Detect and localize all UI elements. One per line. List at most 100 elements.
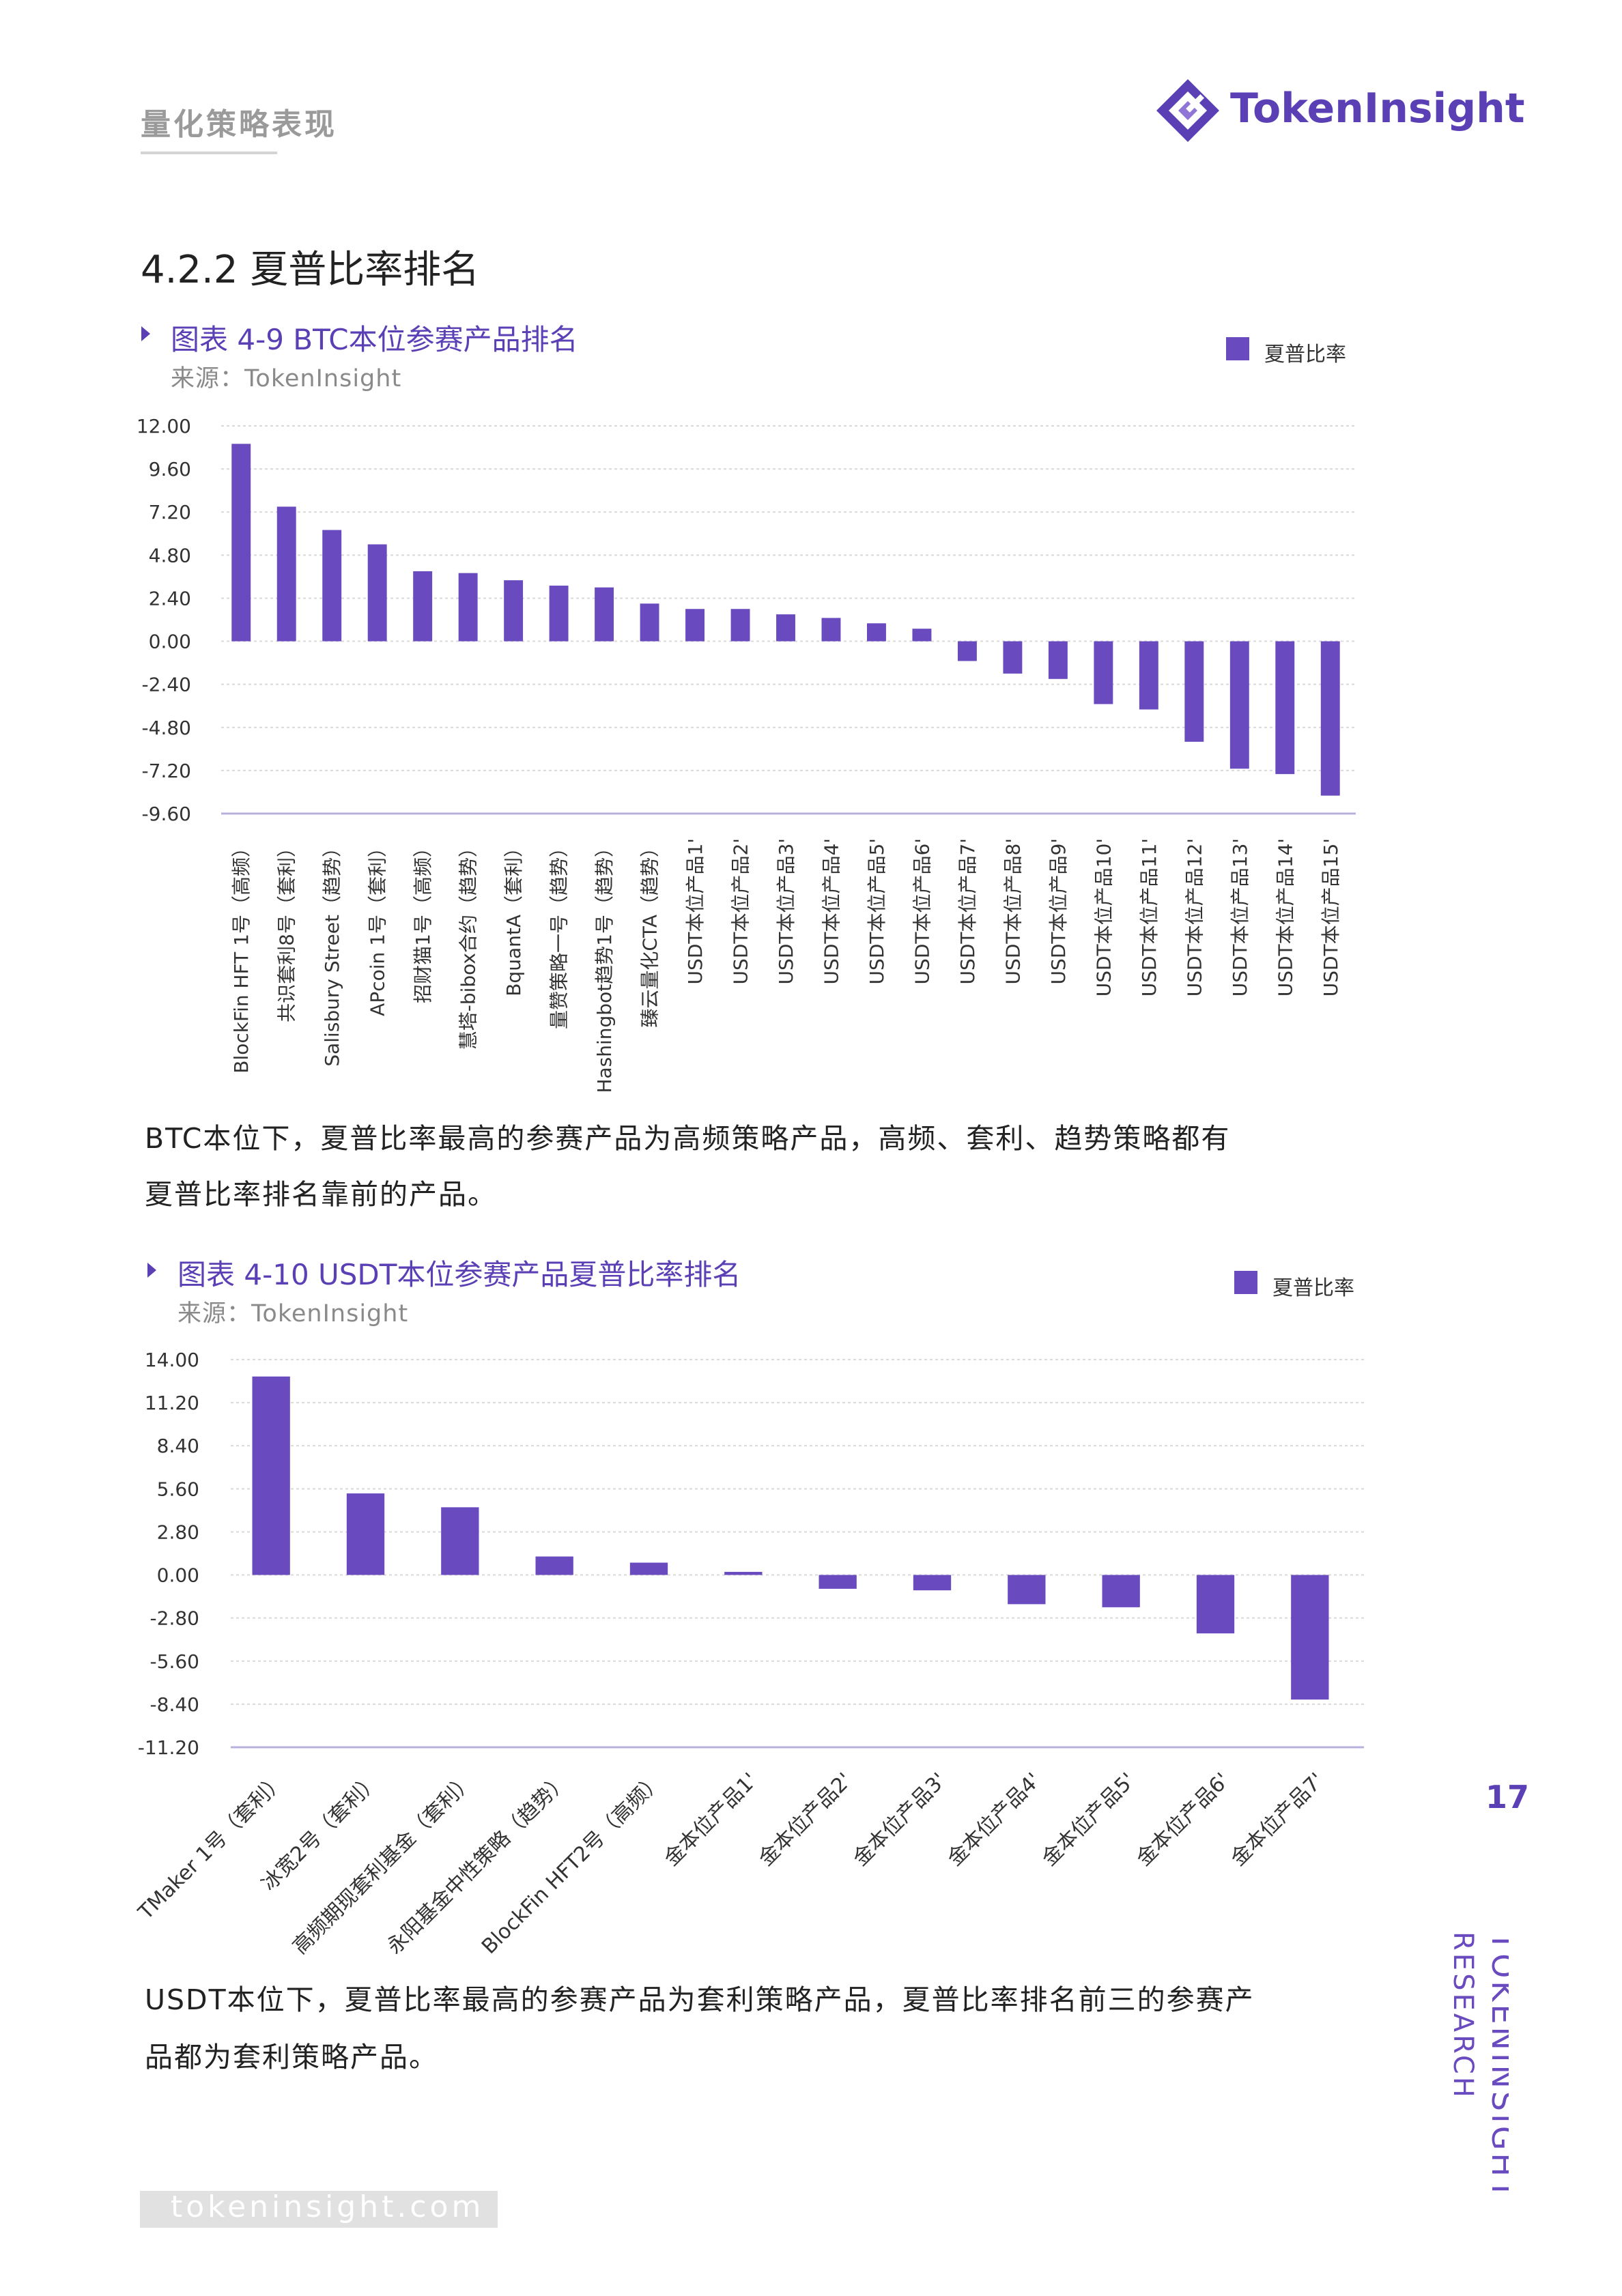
chart-usdt-sharpe: 14.00 11.20 8.40 5.60 2.80 0.00 -2.80 -5.60 -8.4…: [133, 1349, 1364, 1959]
bar: [1275, 641, 1295, 775]
legend-swatch: [1234, 1271, 1257, 1294]
x-tick-label: USDT本位产品3': [775, 838, 797, 984]
y-tick-label: 14.00: [145, 1349, 199, 1371]
legend-label: 夏普比率: [1264, 343, 1346, 367]
page-number: 17: [1485, 1779, 1530, 1816]
bar: [1003, 641, 1023, 674]
side-brand: TOKENINSIGHT RESEARCH: [1447, 1932, 1509, 2201]
bar: [1229, 641, 1249, 769]
y-tick-label: -2.80: [150, 1607, 199, 1630]
bar: [367, 544, 387, 642]
figure-2-source: 来源：TokenInsight: [177, 1300, 409, 1328]
x-tick-label: USDT本位产品8': [1001, 838, 1024, 984]
x-tick-label: USDT本位产品10': [1092, 838, 1115, 996]
paragraph-2-line-2: 品都为套利策略产品。: [145, 2041, 438, 2073]
x-tick-label: USDT本位产品2': [730, 838, 752, 984]
paragraph-1-line-2: 夏普比率排名靠前的产品。: [145, 1178, 497, 1211]
bar: [1184, 641, 1204, 742]
bar: [776, 614, 795, 642]
x-tick-label: 招财猫1号（高频）: [412, 838, 434, 1003]
y-tick-label: 2.80: [157, 1521, 199, 1543]
figure-1-source: 来源：TokenInsight: [171, 365, 402, 392]
y-tick-label: 9.60: [149, 458, 191, 480]
y-tick-label: -9.60: [142, 803, 191, 825]
bar: [322, 530, 342, 642]
x-tick-label: 量赞策略一号（趋势）: [548, 838, 571, 1029]
x-tick-label: 金本位产品5': [1038, 1768, 1140, 1871]
x-tick-label: 金本位产品1': [659, 1768, 762, 1871]
y-tick-label: 0.00: [157, 1564, 199, 1587]
bar: [1102, 1575, 1140, 1607]
bar: [595, 587, 614, 642]
x-tick-label: Hashingbot趋势1号（趋势）: [593, 838, 616, 1093]
section-underline: [141, 152, 277, 154]
bar: [866, 623, 886, 642]
x-tick-label: APcoin 1号（套利）: [367, 838, 389, 1016]
y-tick-label: 0.00: [149, 631, 191, 653]
footer-url: tokeninsight.com: [171, 2190, 485, 2224]
y-tick-label: 12.00: [137, 415, 191, 437]
tokeninsight-logo-icon: [1156, 79, 1219, 142]
side-brand-line-1: TOKENINSIGHT: [1485, 1932, 1509, 2201]
legend-label: 夏普比率: [1272, 1276, 1354, 1300]
bar: [1196, 1575, 1235, 1634]
bar: [535, 1556, 573, 1575]
legend-swatch: [1226, 337, 1249, 360]
bar: [276, 506, 296, 642]
y-tick-label: -2.40: [142, 674, 191, 696]
x-tick-label: BquantA（套利）: [502, 838, 525, 996]
paragraph-2-line-1: USDT本位下，夏普比率最高的参赛产品为套利策略产品，夏普比率排名前三的参赛产: [145, 1983, 1255, 2016]
bar: [413, 571, 433, 642]
bar: [231, 444, 251, 642]
x-tick-label: 慧塔-bibox合约（趋势）: [457, 838, 480, 1050]
footer-bar: [140, 2191, 498, 2228]
y-tick-label: -4.80: [142, 717, 191, 739]
y-tick-label: 2.40: [149, 587, 191, 609]
bar: [1139, 641, 1158, 710]
bar: [629, 1562, 668, 1575]
bar: [441, 1507, 479, 1575]
bar: [504, 580, 524, 642]
y-tick-label: -8.40: [150, 1693, 199, 1716]
figure-marker-icon: [141, 326, 150, 341]
y-tick-label: -7.20: [142, 760, 191, 782]
x-tick-label: USDT本位产品12': [1183, 838, 1206, 996]
bar: [912, 629, 932, 642]
bar: [458, 573, 478, 642]
bar: [957, 641, 977, 661]
x-tick-label: 金本位产品7': [1226, 1768, 1328, 1871]
figure-1-title: 图表 4-9 BTC本位参赛产品排名: [171, 323, 578, 356]
x-tick-label: 金本位产品2': [754, 1768, 857, 1871]
bar: [1048, 641, 1068, 679]
bar: [1094, 641, 1113, 704]
side-brand-line-2: RESEARCH: [1447, 1932, 1479, 2100]
section-title: 量化策略表现: [141, 107, 337, 142]
bar: [346, 1493, 385, 1575]
x-tick-label: 永阳基金中性策略（趋势）: [383, 1768, 573, 1959]
bar: [819, 1575, 857, 1589]
x-tick-label: BlockFin HFT 1号（高频）: [230, 838, 253, 1074]
y-tick-label: 7.20: [149, 501, 191, 523]
y-tick-label: -11.20: [138, 1736, 199, 1759]
paragraph-1-line-1: BTC本位下，夏普比率最高的参赛产品为高频策略产品，高频、套利、趋势策略都有: [145, 1122, 1231, 1155]
y-tick-label: 4.80: [149, 544, 191, 566]
y-tick-label: -5.60: [150, 1650, 199, 1673]
bar: [1291, 1575, 1329, 1700]
x-tick-label: 金本位产品4': [943, 1768, 1045, 1871]
figure-marker-icon: [147, 1263, 156, 1278]
x-tick-label: 金本位产品3': [849, 1768, 951, 1871]
x-tick-label: 高频期现套利基金（套利）: [288, 1768, 479, 1959]
x-tick-label: USDT本位产品6': [911, 838, 933, 984]
x-tick-label: Salisbury Street（趋势）: [321, 838, 343, 1067]
bar: [1320, 641, 1340, 796]
x-tick-label: USDT本位产品13': [1229, 838, 1251, 996]
bar: [252, 1376, 290, 1575]
x-tick-label: USDT本位产品5': [866, 838, 888, 984]
x-tick-label: USDT本位产品4': [820, 838, 842, 984]
y-tick-label: 5.60: [157, 1478, 199, 1500]
bar: [549, 586, 569, 642]
x-tick-label: USDT本位产品7': [956, 838, 979, 984]
x-tick-label: TMaker 1号（套利）: [133, 1768, 289, 1925]
brand-name: TokenInsight: [1230, 85, 1525, 132]
y-tick-label: 8.40: [157, 1435, 199, 1457]
